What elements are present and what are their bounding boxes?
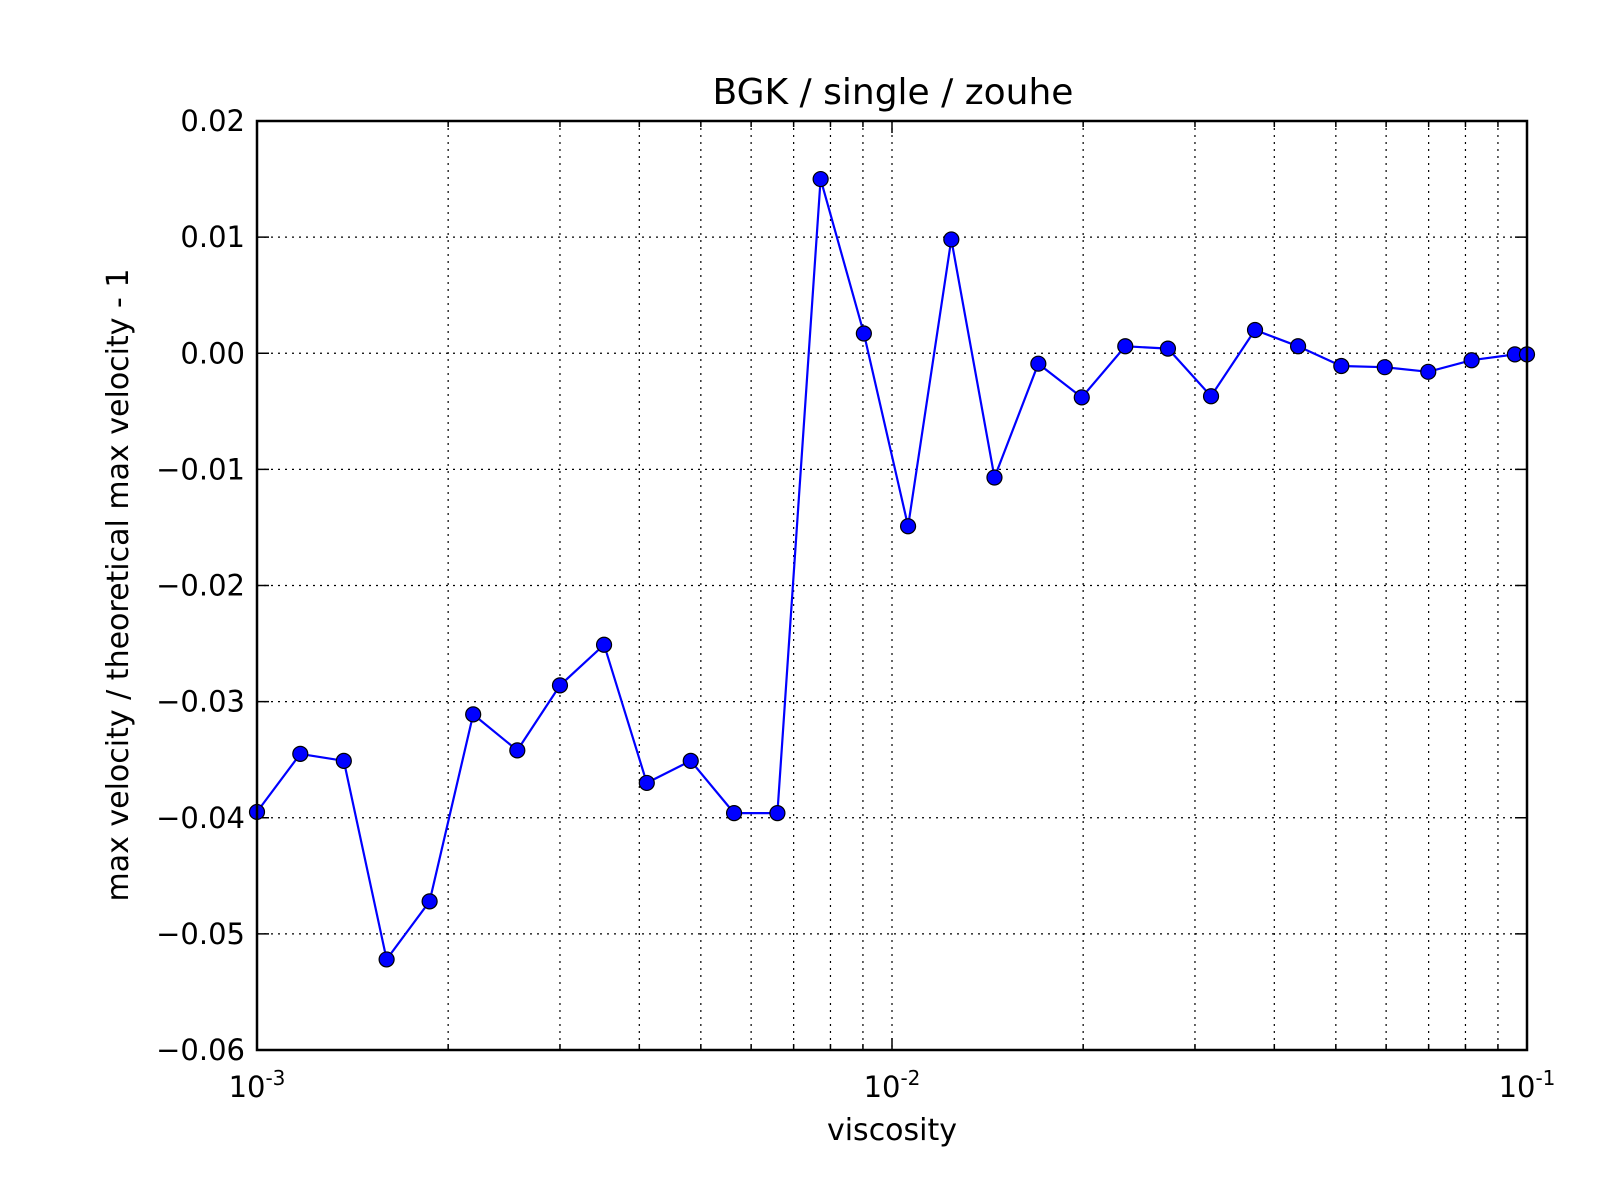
data-point (1202, 388, 1220, 405)
chart-title: BGK / single / zouhe (713, 72, 1074, 113)
y-axis-label: max velocity / theoretical max velocity … (101, 268, 136, 901)
data-point (378, 951, 395, 968)
data-point (551, 677, 569, 694)
data-point (943, 231, 960, 248)
x-tick-label: 10-3 (229, 1066, 286, 1104)
data-point (1376, 359, 1393, 376)
x-tick-label: 10-2 (864, 1066, 921, 1104)
grid (257, 121, 1527, 1050)
data-point (725, 805, 743, 822)
data-point (1333, 357, 1350, 375)
y-tick-label: −0.06 (156, 1033, 245, 1067)
y-tick-label: −0.05 (156, 917, 245, 951)
data-point (1289, 338, 1307, 355)
data-point (1246, 321, 1264, 339)
data-point (1420, 363, 1437, 380)
data-point (682, 752, 699, 769)
data-point (1073, 389, 1090, 406)
x-axis-label: viscosity (827, 1113, 957, 1148)
y-tick-label: −0.01 (156, 452, 245, 486)
data-point (465, 706, 482, 723)
y-tick-label: 0.00 (180, 336, 245, 370)
data-point (421, 893, 438, 910)
data-point (986, 469, 1003, 486)
y-tick-label: 0.01 (180, 220, 245, 254)
y-tick-label: 0.02 (180, 104, 245, 138)
data-point (509, 742, 526, 759)
plot-frame (255, 119, 1529, 1052)
plot-series (248, 170, 1536, 968)
data-point (638, 774, 655, 792)
data-point (812, 170, 829, 188)
data-point (899, 518, 917, 535)
data-point (1159, 340, 1177, 357)
data-point (292, 745, 309, 762)
data-point (335, 752, 352, 769)
data-point (595, 636, 613, 653)
y-tick-label: −0.02 (156, 569, 245, 603)
data-point (1030, 355, 1047, 372)
y-tick-label: −0.04 (156, 801, 245, 835)
data-point (855, 325, 872, 342)
data-point (769, 805, 786, 822)
y-tick-label: −0.03 (156, 685, 245, 719)
tick-labels: 0.02 0.01 0.00 −0.01 −0.02 −0.03 −0.04 −0.05 −0.… (156, 104, 1555, 1104)
data-point (1117, 338, 1134, 355)
x-tick-label: 10-1 (1499, 1066, 1556, 1104)
data-point (1463, 352, 1480, 369)
